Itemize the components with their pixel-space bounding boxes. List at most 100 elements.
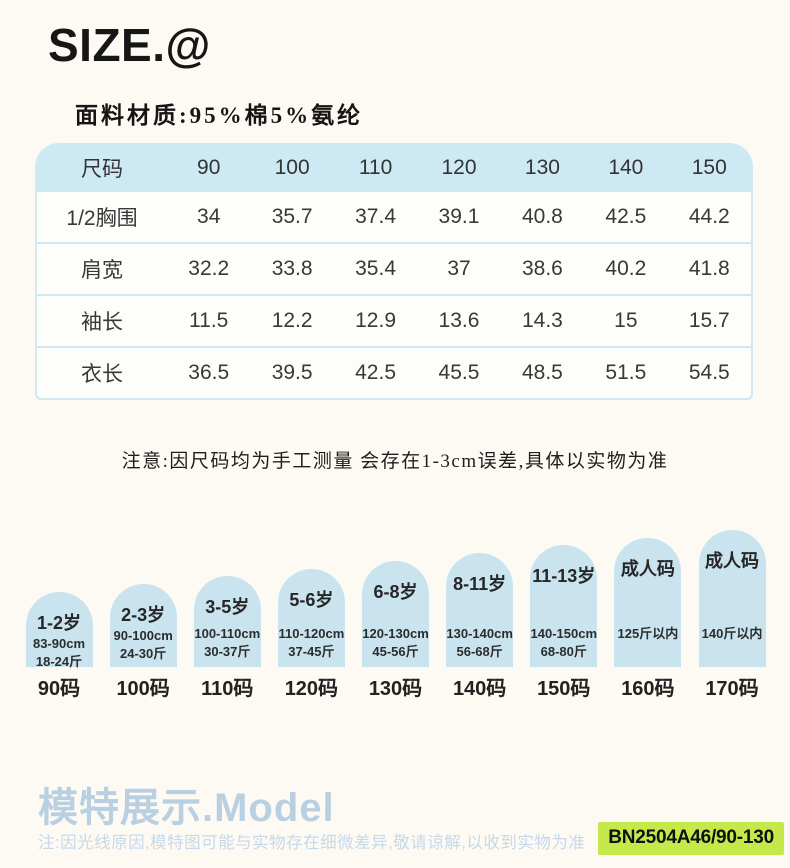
size-table-cell: 32.2 xyxy=(188,257,230,280)
height-weight-specs: 83-90cm 18-24斤 xyxy=(33,635,85,670)
size-code-label: 150码 xyxy=(537,678,591,700)
size-guide-item: 5-6岁 110-120cm 37-45斤 120码 xyxy=(269,569,353,701)
height-weight-specs: 130-140cm 56-68斤 xyxy=(446,625,513,660)
size-table-cell: 40.2 xyxy=(605,257,647,280)
size-table-cell: 45.5 xyxy=(438,361,480,384)
age-range-label: 11-13岁 xyxy=(532,566,596,586)
height-weight-specs: 110-120cm 37-45斤 xyxy=(278,625,344,660)
size-table-cell: 15.7 xyxy=(688,309,730,332)
age-range-label: 1-2岁 xyxy=(36,613,81,633)
size-guide-item: 6-8岁 120-130cm 45-56斤 130码 xyxy=(354,561,438,701)
age-range-label: 5-6岁 xyxy=(289,590,334,610)
size-table-row-label: 肩宽 xyxy=(81,259,123,282)
spec-line: 37-45斤 xyxy=(288,643,335,659)
page-title: SIZE.@ xyxy=(48,19,211,71)
size-table-cell: 40.8 xyxy=(521,205,563,228)
model-section-heading: 模特展示.Model xyxy=(38,786,335,830)
size-table: 尺码 90 100 110 120 130 140 150 1/2胸围 34 35.7 37.4 39.… xyxy=(35,143,753,400)
age-range-label: 6-8岁 xyxy=(373,582,418,602)
size-table-cell: 37 xyxy=(447,257,471,280)
size-table-cell: 39.1 xyxy=(438,205,480,228)
spec-line: 45-56斤 xyxy=(372,643,419,659)
size-code-label: 90码 xyxy=(37,678,81,700)
size-table-row-label: 尺码 xyxy=(81,157,123,181)
spec-line: 120-130cm xyxy=(362,626,429,641)
size-table-cell: 36.5 xyxy=(188,361,230,384)
spec-line: 24-30斤 xyxy=(120,645,167,661)
size-guide-arch: 1-2岁 83-90cm 18-24斤 xyxy=(25,592,93,670)
size-guide-item: 11-13岁 140-150cm 68-80斤 150码 xyxy=(522,545,606,701)
model-section-note: 注:因光线原因,模特图可能与实物存在细微差异,敬请谅解,以收到实物为准 xyxy=(38,834,586,852)
size-guide-item: 成人码 125斤以内 160码 xyxy=(606,538,690,701)
age-range-label: 成人码 xyxy=(705,551,759,571)
spec-line: 100-110cm xyxy=(194,626,261,641)
size-table-cell: 140 xyxy=(608,155,644,179)
size-table-row-label: 袖长 xyxy=(81,311,123,334)
size-table-cell: 100 xyxy=(274,155,310,179)
size-table-row: 袖长 11.5 12.2 12.9 13.6 14.3 15 15.7 xyxy=(37,294,751,346)
size-guide-arch: 5-6岁 110-120cm 37-45斤 xyxy=(277,569,345,667)
spec-line: 90-100cm xyxy=(113,628,173,643)
size-table-cell: 11.5 xyxy=(189,309,229,332)
spec-line: 56-68斤 xyxy=(456,643,503,659)
measurement-note: 注意:因尺码均为手工测量 会存在1-3cm误差,具体以实物为准 xyxy=(121,451,669,472)
spec-line: 110-120cm xyxy=(278,626,345,641)
size-code-label: 110码 xyxy=(201,678,254,700)
size-table-cell: 37.4 xyxy=(355,205,396,228)
size-table-cell: 12.2 xyxy=(271,309,313,332)
age-range-label: 成人码 xyxy=(620,559,675,579)
size-table-cell: 41.8 xyxy=(688,257,730,280)
size-guide: 1-2岁 83-90cm 18-24斤 90码 2-3岁 90-100cm 24-30斤 10… xyxy=(17,529,774,701)
size-guide-arch: 成人码 125斤以内 xyxy=(614,538,682,667)
size-table-cell: 90 xyxy=(197,155,221,179)
size-guide-arch: 8-11岁 130-140cm 56-68斤 xyxy=(446,553,514,667)
size-guide-item: 3-5岁 100-110cm 30-37斤 110码 xyxy=(185,576,269,701)
size-guide-arch: 11-13岁 140-150cm 68-80斤 xyxy=(530,545,598,667)
size-guide-item: 成人码 140斤以内 170码 xyxy=(690,530,774,701)
size-code-label: 120码 xyxy=(284,678,339,700)
size-code-label: 100码 xyxy=(116,678,170,700)
size-table-cell: 42.5 xyxy=(355,361,396,384)
size-table-row-label: 衣长 xyxy=(81,363,123,386)
size-table-cell: 14.3 xyxy=(521,309,563,332)
size-guide-item: 2-3岁 90-100cm 24-30斤 100码 xyxy=(101,584,185,701)
sku-badge: BN2504A46/90-130 xyxy=(598,822,784,855)
size-table-cell: 120 xyxy=(441,155,477,179)
size-code-label: 160码 xyxy=(621,678,675,700)
size-table-cell: 130 xyxy=(524,155,560,179)
size-table-row: 肩宽 32.2 33.8 35.4 37 38.6 40.2 41.8 xyxy=(37,242,751,294)
size-table-cell: 110 xyxy=(358,155,393,179)
size-table-cell: 42.5 xyxy=(605,205,647,228)
spec-line: 130-140cm xyxy=(446,626,513,641)
size-table-cell: 51.5 xyxy=(605,361,647,384)
size-table-cell: 150 xyxy=(691,155,727,179)
size-table-cell: 33.8 xyxy=(271,257,313,280)
spec-line: 140-150cm xyxy=(530,626,598,641)
spec-line: 18-24斤 xyxy=(35,653,83,669)
spec-line: 125斤以内 xyxy=(617,626,679,641)
size-guide-arch: 2-3岁 90-100cm 24-30斤 xyxy=(109,584,177,667)
size-guide-arch: 成人码 140斤以内 xyxy=(698,530,766,667)
size-table-cell: 35.4 xyxy=(355,257,396,280)
size-table-row: 1/2胸围 34 35.7 37.4 39.1 40.8 42.5 44.2 xyxy=(37,190,751,242)
size-table-cell: 13.6 xyxy=(438,309,480,332)
age-range-label: 3-5岁 xyxy=(205,597,250,617)
spec-line: 140斤以内 xyxy=(701,626,763,641)
size-table-header-row: 尺码 90 100 110 120 130 140 150 xyxy=(37,145,751,190)
spec-line: 83-90cm xyxy=(32,636,86,651)
size-code-label: 130码 xyxy=(368,678,423,700)
size-guide-arch: 6-8岁 120-130cm 45-56斤 xyxy=(362,561,429,667)
size-table-cell: 15 xyxy=(614,309,638,332)
age-range-label: 8-11岁 xyxy=(453,574,507,594)
size-table-cell: 38.6 xyxy=(521,257,563,280)
size-table-cell: 48.5 xyxy=(521,361,563,384)
size-guide-item: 1-2岁 83-90cm 18-24斤 90码 xyxy=(17,592,101,701)
size-table-cell: 34 xyxy=(197,205,221,228)
height-weight-specs: 120-130cm 45-56斤 xyxy=(362,625,429,660)
size-table-cell: 35.7 xyxy=(271,205,313,228)
size-table-cell: 39.5 xyxy=(271,361,313,384)
height-weight-specs: 100-110cm 30-37斤 xyxy=(194,625,260,660)
size-guide-arch: 3-5岁 100-110cm 30-37斤 xyxy=(193,576,261,667)
size-guide-item: 8-11岁 130-140cm 56-68斤 140码 xyxy=(438,553,522,701)
